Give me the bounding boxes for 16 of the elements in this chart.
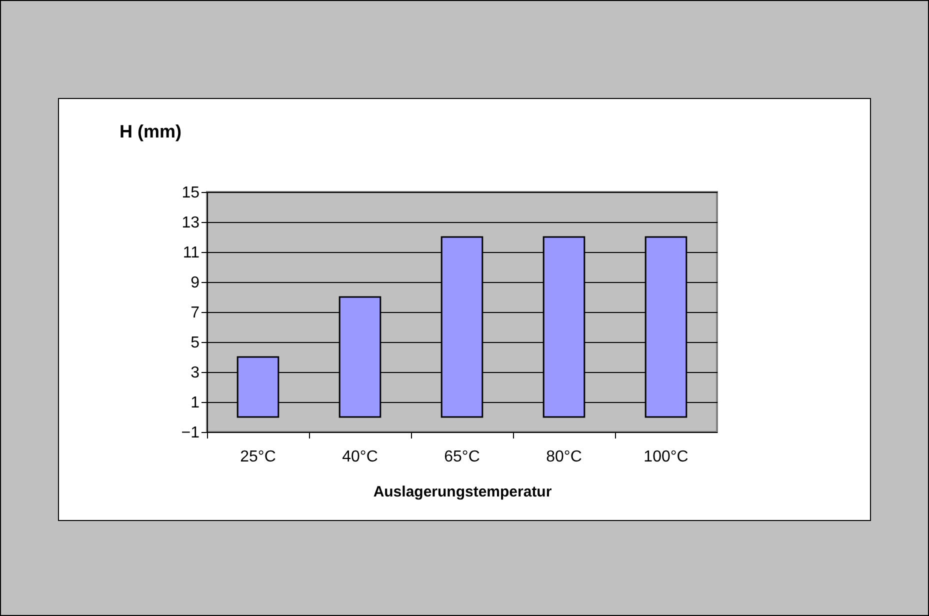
x-tick-label: 25°C [240, 448, 276, 466]
x-axis-title: Auslagerungstemperatur [373, 484, 552, 500]
y-axis-title: H (mm) [120, 122, 182, 142]
x-tick-label: 40°C [342, 448, 378, 466]
x-tick-label: 100°C [644, 448, 688, 466]
y-tick-label: 15 [182, 184, 200, 202]
y-tick-label: −1 [181, 424, 200, 442]
y-tick-label: 3 [190, 364, 200, 382]
x-tick-label: 65°C [444, 448, 480, 466]
x-tick-label: 80°C [546, 448, 582, 466]
y-tick-label: 5 [190, 334, 200, 352]
y-tick-label: 13 [182, 214, 200, 232]
y-tick-label: 7 [190, 304, 200, 322]
y-tick-label: 11 [182, 244, 200, 262]
y-tick-label: 9 [190, 274, 200, 292]
y-tick-label: 1 [190, 394, 200, 412]
